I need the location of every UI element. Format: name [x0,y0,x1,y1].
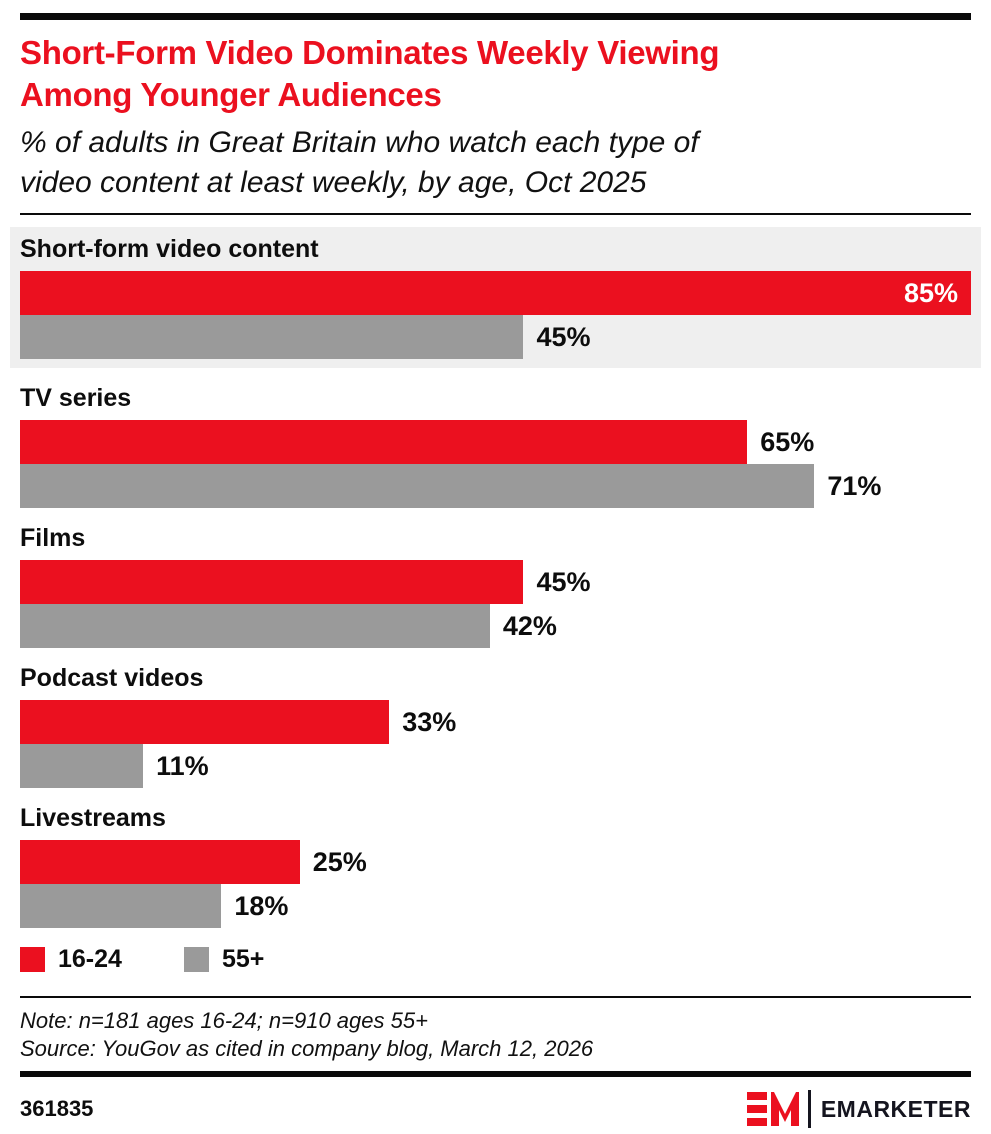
legend: 16-24 55+ [20,944,971,974]
bar-line: 18% [20,884,971,928]
top-rule [20,13,971,20]
category-label: Livestreams [20,804,166,832]
bar-value: 11% [156,750,209,781]
note-text: Note: n=181 ages 16-24; n=910 ages 55+ [20,1008,428,1033]
chart-title-line2: Among Younger Audiences [20,76,442,113]
bar-value: 42% [502,610,557,641]
legend-label-16-24: 16-24 [58,944,122,973]
emarketer-logo: EMARKETER [746,1090,971,1128]
bar-line: 33% [20,700,971,744]
bar-value: 85% [903,277,958,308]
footer-divider-thick [20,1071,971,1077]
chart-id: 361835 [20,1096,94,1121]
legend-swatch-16-24 [20,946,45,972]
em-logo-icon [746,1092,799,1126]
legend-item-55plus: 55+ [183,944,265,974]
bar-55plus [20,315,524,359]
chart-row: TV series 65% 71% [20,384,971,508]
bar-value: 45% [536,321,591,352]
bar-55plus [20,604,490,648]
chart-title-line1: Short-Form Video Dominates Weekly Viewin… [20,34,720,71]
bar-value: 45% [536,566,591,597]
bar-line: 45% [20,560,971,604]
legend-item-16-24: 16-24 [20,945,122,974]
logo-divider [807,1090,811,1128]
brand-wordmark: EMARKETER [820,1095,971,1122]
category-label: Podcast videos [20,664,204,692]
bar-line: 45% [20,315,971,359]
bar-line: 71% [20,464,971,508]
chart-row: Podcast videos 33% 11% [20,664,971,788]
chart-subtitle-line1: % of adults in Great Britain who watch e… [20,126,699,159]
footer-divider-thin [20,996,971,998]
footnotes: Note: n=181 ages 16-24; n=910 ages 55+ S… [20,1007,971,1063]
bar-55plus [20,884,222,928]
chart-title: Short-Form Video Dominates Weekly Viewin… [20,32,971,116]
category-label: Films [20,524,86,552]
bar-value: 18% [234,890,289,921]
bar-chart: Short-form video content 85% 45% TV series 6… [10,227,981,928]
bar-16-24 [20,560,524,604]
chart-row: Livestreams 25% 18% [20,804,971,928]
category-label: Short-form video content [20,235,319,263]
header-divider [20,213,971,215]
bar-line: 25% [20,840,971,884]
category-label: TV series [20,384,132,412]
bar-value: 71% [827,470,882,501]
bar-value: 25% [312,846,367,877]
bar-16-24 [20,700,390,744]
footer-bar: 361835 EMARKETER [20,1090,971,1128]
source-text: Source: YouGov as cited in company blog,… [20,1036,594,1061]
bar-line: 65% [20,420,971,464]
bar-16-24: 85% [20,271,971,315]
chart-subtitle-line2: video content at least weekly, by age, O… [20,166,647,199]
bar-value: 33% [402,706,457,737]
chart-card: Short-Form Video Dominates Weekly Viewin… [0,13,991,1128]
bar-line: 85% [20,271,971,315]
bar-value: 65% [760,426,815,457]
legend-label-55plus: 55+ [221,944,265,973]
chart-subtitle: % of adults in Great Britain who watch e… [20,123,971,203]
bar-55plus [20,464,815,508]
bar-16-24 [20,840,300,884]
bar-line: 11% [20,744,971,788]
bar-line: 42% [20,604,971,648]
bar-16-24 [20,420,748,464]
chart-row: Short-form video content 85% 45% [10,227,981,368]
chart-row: Films 45% 42% [20,524,971,648]
bar-55plus [20,744,144,788]
legend-swatch-55plus [183,946,209,972]
